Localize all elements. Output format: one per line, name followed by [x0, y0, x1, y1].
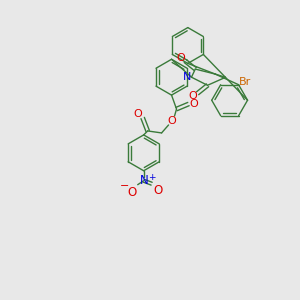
Text: O: O [176, 53, 185, 63]
Text: O: O [167, 116, 176, 126]
Text: Br: Br [239, 77, 251, 87]
Text: O: O [127, 186, 136, 199]
Text: +: + [148, 173, 155, 182]
Text: O: O [189, 99, 198, 109]
Text: O: O [153, 184, 162, 197]
Text: −: − [120, 181, 130, 191]
Text: O: O [188, 91, 197, 101]
Text: N: N [140, 174, 149, 187]
Text: O: O [133, 109, 142, 119]
Text: N: N [183, 72, 192, 82]
